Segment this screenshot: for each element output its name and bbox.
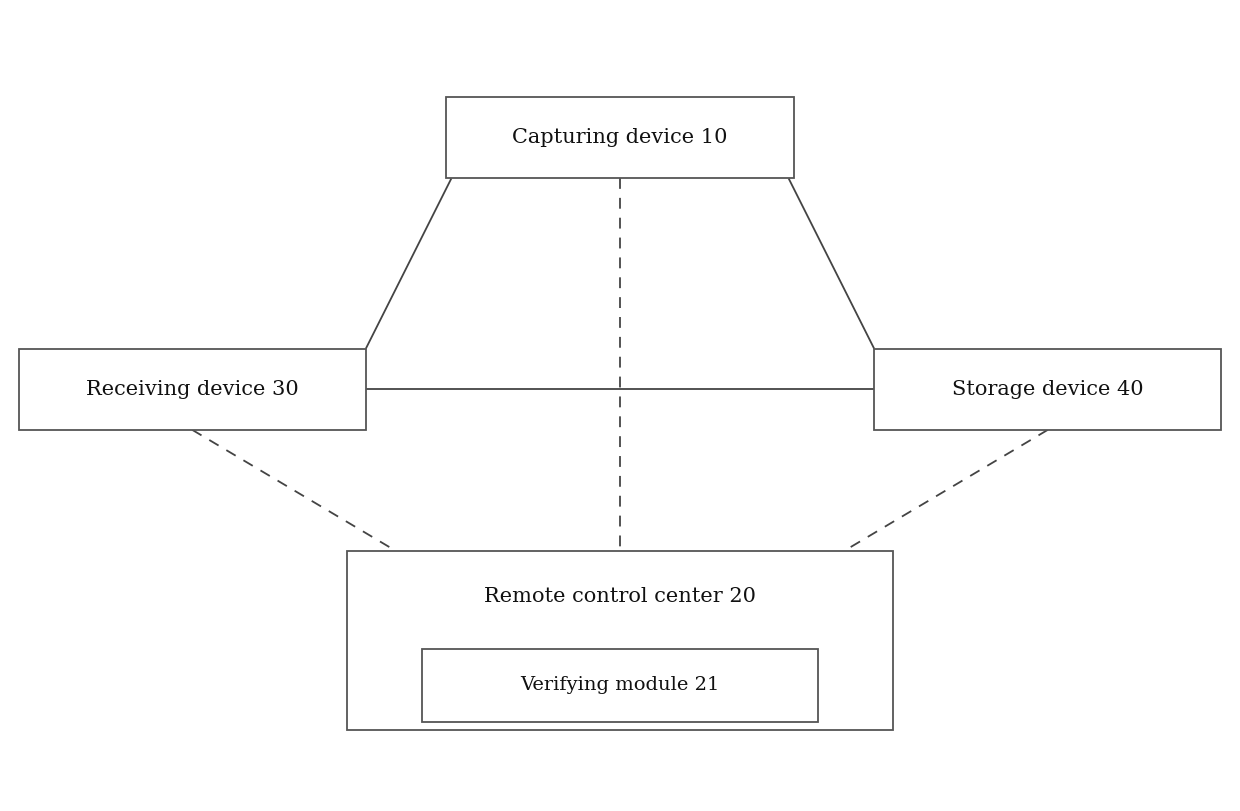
Text: Capturing device 10: Capturing device 10 (512, 128, 728, 148)
Text: Verifying module 21: Verifying module 21 (521, 676, 719, 694)
Text: Storage device 40: Storage device 40 (952, 380, 1143, 399)
FancyBboxPatch shape (347, 551, 893, 730)
Text: Remote control center 20: Remote control center 20 (484, 586, 756, 606)
FancyBboxPatch shape (446, 97, 794, 178)
FancyBboxPatch shape (874, 349, 1221, 430)
FancyBboxPatch shape (19, 349, 366, 430)
Text: Receiving device 30: Receiving device 30 (86, 380, 299, 399)
FancyBboxPatch shape (422, 649, 818, 722)
